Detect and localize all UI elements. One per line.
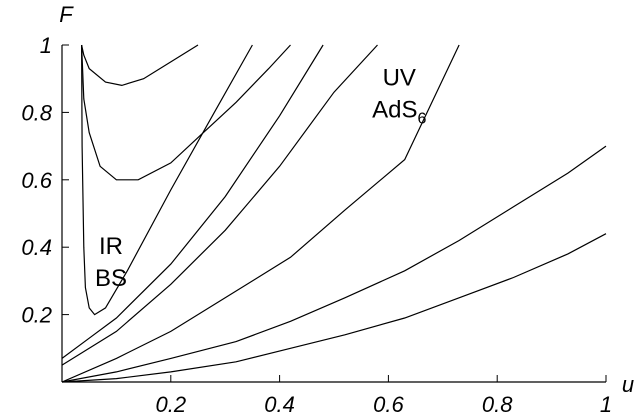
x-tick-label: 0.6	[373, 392, 404, 416]
x-tick-label: 0.8	[482, 392, 513, 416]
x-tick-label: 0.2	[156, 392, 187, 416]
series-line-4	[61, 44, 324, 359]
series-line-7	[61, 145, 607, 383]
y-tick-label: 0.4	[21, 235, 52, 260]
series-line-2	[81, 44, 291, 181]
ticks-layer: 0.2 0.4 0.6 0.8 1 0.2 0.4 0.6 0.8 1	[21, 33, 612, 416]
series-line-5	[61, 44, 378, 366]
x-axis-label: u	[622, 372, 634, 397]
y-tick-label: 1	[40, 33, 52, 58]
annotation-2-line-1: UV	[383, 64, 416, 91]
curves-layer	[61, 44, 607, 383]
y-tick-label: 0.6	[21, 168, 52, 193]
y-axis-label: F	[59, 2, 74, 27]
series-line-1	[81, 44, 199, 87]
x-tick-label: 0.4	[264, 392, 295, 416]
annotation-2-line-2: AdS6	[372, 96, 426, 127]
series-line-6	[61, 44, 460, 383]
annotation-1-line-1: IR	[99, 233, 123, 260]
annotation-1-line-2: BS	[95, 265, 127, 292]
x-tick-label: 1	[600, 392, 612, 416]
series-line-3	[81, 44, 253, 316]
annotations-layer: IR BS UV AdS6	[95, 64, 427, 292]
series-line-8	[61, 233, 607, 383]
y-tick-label: 0.8	[21, 100, 52, 125]
y-tick-label: 0.2	[21, 303, 52, 328]
